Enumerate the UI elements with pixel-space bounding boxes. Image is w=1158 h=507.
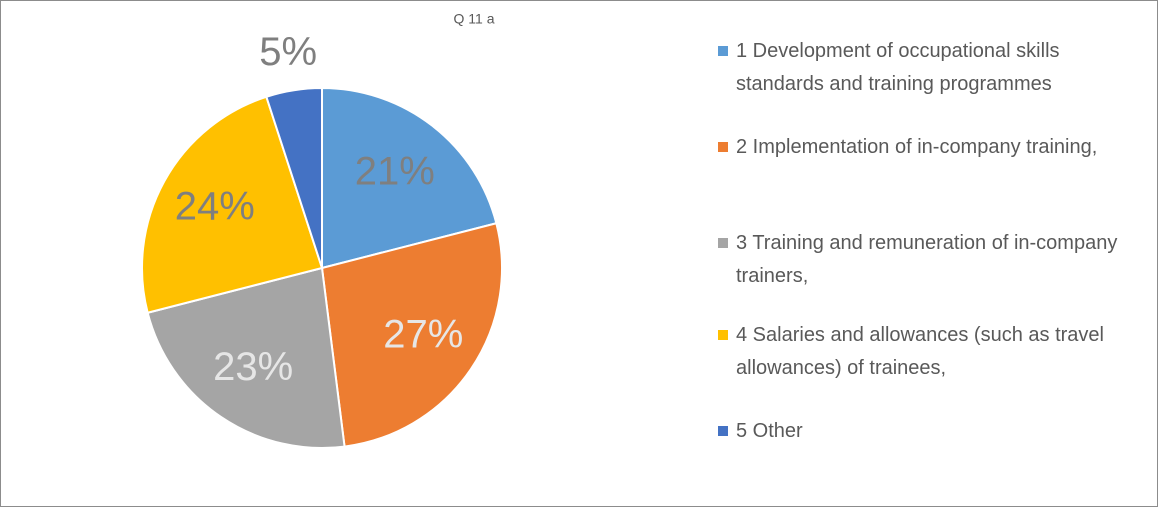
legend-item: 2 Implementation of in-company training, <box>718 131 1128 164</box>
legend-label: 2 Implementation of in-company training, <box>736 136 1098 158</box>
legend-swatch <box>718 238 728 248</box>
legend-item: 3 Training and remuneration of in-compan… <box>718 227 1128 293</box>
legend-swatch <box>718 46 728 56</box>
legend-swatch <box>718 426 728 436</box>
pie-slice <box>146 266 346 449</box>
pie-slice <box>141 95 324 314</box>
data-label: 24% <box>175 185 255 229</box>
legend-swatch <box>718 330 728 340</box>
legend-label: 5 Other <box>736 420 803 442</box>
legend-item: 5 Other <box>718 415 1128 448</box>
legend-item: 4 Salaries and allowances (such as trave… <box>718 319 1128 385</box>
chart-title: Q 11 a <box>454 11 495 27</box>
data-label: 23% <box>213 345 293 389</box>
data-label: 5% <box>259 30 317 74</box>
legend-swatch <box>718 142 728 152</box>
pie-slice <box>265 86 323 269</box>
data-label: 21% <box>355 150 435 194</box>
pie-slice <box>321 86 498 270</box>
pie-slice <box>320 222 503 448</box>
data-label: 27% <box>383 312 463 356</box>
legend-label: 4 Salaries and allowances (such as trave… <box>736 324 1104 379</box>
legend-label: 1 Development of occupational skills sta… <box>736 40 1060 95</box>
legend-item: 1 Development of occupational skills sta… <box>718 35 1128 101</box>
legend-label: 3 Training and remuneration of in-compan… <box>736 232 1118 287</box>
